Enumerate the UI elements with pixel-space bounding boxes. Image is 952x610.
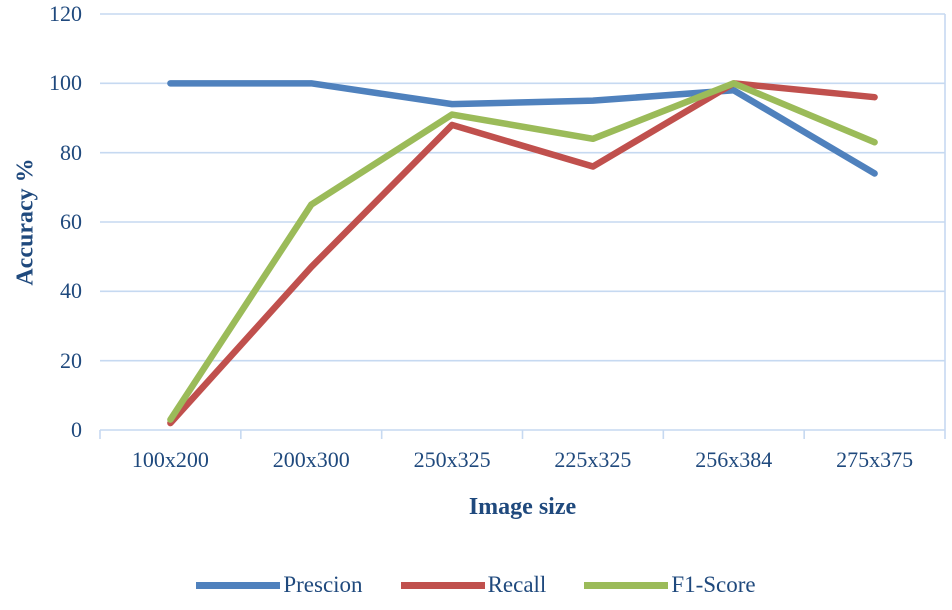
y-tick-label: 60 <box>60 209 82 234</box>
x-category-label: 100x200 <box>131 447 209 472</box>
x-category-label: 275x375 <box>836 447 914 472</box>
legend-line-swatch <box>584 581 669 589</box>
legend-line-swatch <box>400 581 485 589</box>
legend: Prescion Recall F1-Score <box>0 572 952 598</box>
legend-item-recall: Recall <box>400 572 547 598</box>
series-line-prescion <box>167 80 878 177</box>
x-category-label: 250x325 <box>413 447 491 472</box>
y-tick-label: 80 <box>60 139 82 165</box>
y-tick-label: 40 <box>60 278 82 304</box>
legend-label: Prescion <box>283 572 363 597</box>
legend-item-prescion: Prescion <box>196 572 363 598</box>
legend-label: F1-Score <box>671 572 756 597</box>
x-category-label: 200x300 <box>272 447 350 472</box>
legend-label: Recall <box>487 572 547 597</box>
x-category-label: 256x384 <box>695 447 773 472</box>
y-tick-label: 100 <box>49 70 82 96</box>
x-axis-title: Image size <box>468 494 577 520</box>
y-tick-label: 120 <box>49 1 82 26</box>
series-line-f1-score <box>167 80 878 423</box>
y-tick-label: 0 <box>71 417 82 442</box>
x-category-label: 225x325 <box>554 447 632 472</box>
legend-item-f1-score: F1-Score <box>584 572 756 598</box>
series-line-recall <box>167 80 878 427</box>
y-tick-label: 20 <box>60 347 82 373</box>
legend-line-swatch <box>196 581 281 589</box>
